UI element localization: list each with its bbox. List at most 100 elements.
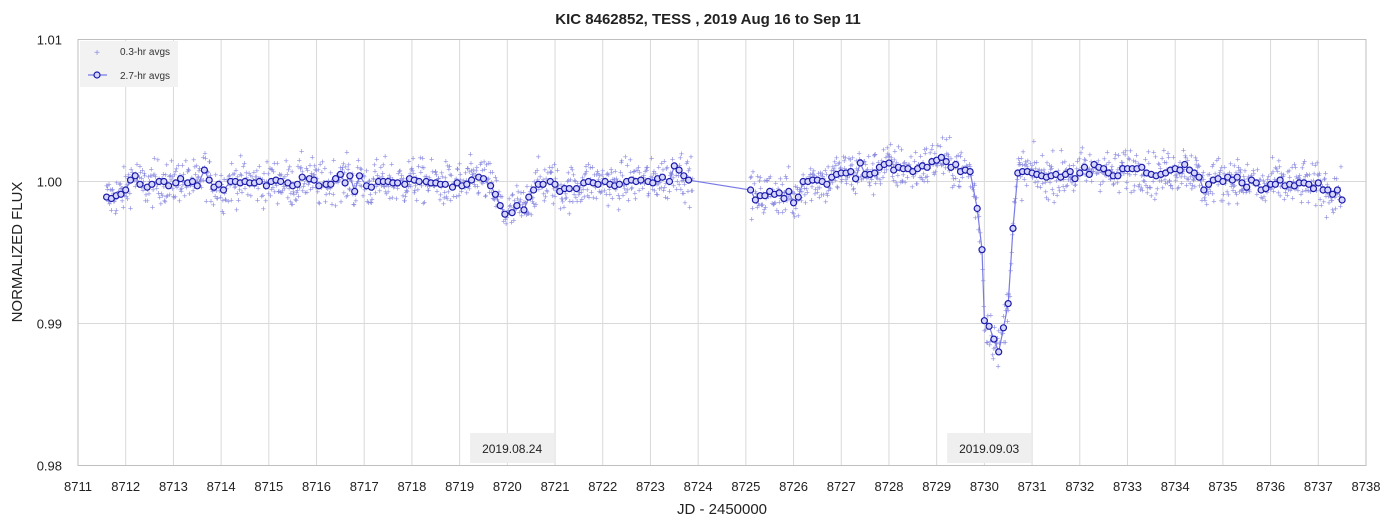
scatter-point: + (124, 191, 129, 201)
scatter-point: + (1241, 172, 1246, 182)
scatter-point: + (570, 165, 575, 175)
scatter-point: + (854, 156, 859, 166)
scatter-point: + (192, 162, 197, 172)
scatter-point: + (283, 156, 288, 166)
scatter-point: + (558, 180, 563, 190)
scatter-point: + (180, 180, 185, 190)
scatter-point: + (1314, 158, 1319, 168)
scatter-point: + (161, 170, 166, 180)
scatter-point: + (1127, 154, 1132, 164)
scatter-point: + (825, 162, 830, 172)
scatter-point: + (151, 170, 156, 180)
scatter-point: + (570, 197, 575, 207)
scatter-point: + (208, 196, 213, 206)
scatter-point: + (309, 169, 314, 179)
scatter-point: + (123, 171, 128, 181)
scatter-point: + (105, 181, 110, 191)
scatter-point: + (1116, 187, 1121, 197)
scatter-point: + (951, 180, 956, 190)
scatter-point: + (233, 182, 238, 192)
scatter-point: + (1246, 172, 1251, 182)
scatter-point: + (664, 164, 669, 174)
series-marker (1085, 170, 1093, 178)
scatter-point: + (1049, 161, 1054, 171)
scatter-point: + (917, 172, 922, 182)
scatter-point: + (544, 186, 549, 196)
series-marker (680, 172, 688, 180)
scatter-point: + (792, 189, 797, 199)
series-marker (675, 166, 683, 174)
scatter-point: + (560, 197, 565, 207)
series-marker (394, 179, 402, 187)
scatter-point: + (224, 175, 229, 185)
scatter-point: + (1265, 175, 1270, 185)
scatter-point: + (1297, 174, 1302, 184)
scatter-point: + (476, 188, 481, 198)
scatter-point: + (113, 209, 118, 219)
scatter-point: + (1195, 162, 1200, 172)
scatter-point: + (1083, 155, 1088, 165)
series-marker (539, 180, 547, 188)
annotation-label: 2019.08.24 (482, 442, 542, 456)
scatter-point: + (873, 150, 878, 160)
scatter-point: + (612, 175, 617, 185)
scatter-point: + (163, 170, 168, 180)
scatter-point: + (1105, 148, 1110, 158)
annotation-box (470, 433, 555, 463)
scatter-point: + (257, 161, 262, 171)
scatter-point: + (598, 188, 603, 198)
scatter-point: + (1246, 185, 1251, 195)
scatter-point: + (186, 165, 191, 175)
scatter-point: + (805, 187, 810, 197)
scatter-point: + (597, 187, 602, 197)
scatter-point: + (752, 179, 757, 189)
series-marker (346, 172, 354, 180)
scatter-point: + (585, 185, 590, 195)
scatter-point: + (1278, 182, 1283, 192)
scatter-point: + (459, 186, 464, 196)
scatter-point: + (1230, 185, 1235, 195)
scatter-point: + (651, 169, 656, 179)
scatter-point: + (826, 185, 831, 195)
scatter-point: + (551, 184, 556, 194)
scatter-point: + (514, 181, 519, 191)
scatter-point: + (1049, 164, 1054, 174)
scatter-point: + (467, 184, 472, 194)
scatter-point: + (217, 186, 222, 196)
scatter-point: + (1217, 170, 1222, 180)
scatter-point: + (968, 182, 973, 192)
scatter-point: + (804, 184, 809, 194)
scatter-point: + (1020, 147, 1025, 157)
scatter-point: + (1233, 188, 1238, 198)
scatter-point: + (1262, 178, 1267, 188)
series-marker (1328, 190, 1337, 198)
scatter-point: + (929, 145, 934, 155)
scatter-point: + (167, 190, 172, 200)
scatter-point: + (585, 191, 590, 201)
scatter-point: + (448, 196, 453, 206)
scatter-point: + (1203, 190, 1208, 200)
scatter-point: + (944, 135, 949, 145)
scatter-point: + (991, 344, 996, 354)
scatter-point: + (1260, 171, 1265, 181)
scatter-point: + (674, 185, 679, 195)
scatter-point: + (640, 184, 645, 194)
scatter-point: + (628, 168, 633, 178)
scatter-point: + (533, 168, 538, 178)
scatter-point: + (837, 164, 842, 174)
scatter-point: + (1072, 181, 1077, 191)
scatter-point: + (1038, 183, 1043, 193)
scatter-point: + (179, 184, 184, 194)
scatter-point: + (560, 194, 565, 204)
scatter-point: + (374, 155, 379, 165)
scatter-point: + (1089, 176, 1094, 186)
scatter-point: + (1005, 317, 1010, 327)
x-tick-label: 8723 (636, 479, 665, 494)
scatter-point: + (164, 160, 169, 170)
scatter-point: + (411, 168, 416, 178)
scatter-point: + (503, 219, 508, 229)
scatter-point: + (173, 192, 178, 202)
scatter-point: + (965, 162, 970, 172)
scatter-point: + (464, 188, 469, 198)
scatter-point: + (1101, 168, 1106, 178)
